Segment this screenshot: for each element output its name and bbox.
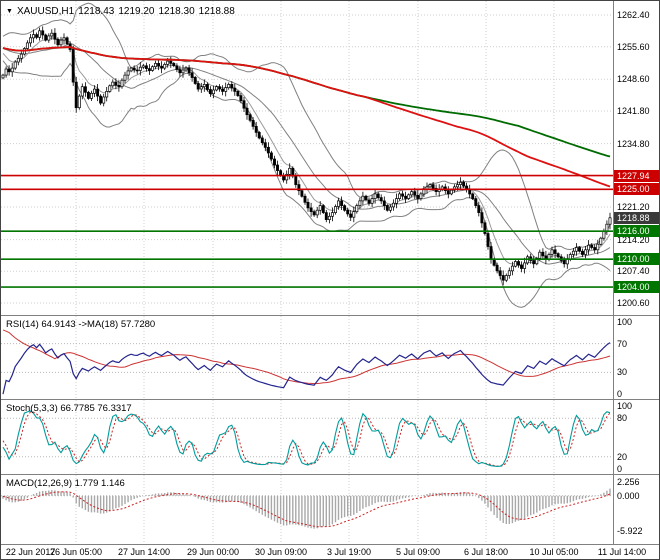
rsi-scale-label: 70	[617, 338, 628, 349]
price-tick-label: 1234.80	[617, 138, 650, 149]
rsi-scale-label: 30	[617, 367, 628, 378]
price-scale-axis[interactable]: 1262.40 1255.60 1248.60 1241.80 1234.80 1221.…	[613, 1, 659, 544]
price-line-badge[interactable]: 1218.88	[614, 211, 659, 224]
panel-separator[interactable]	[1, 399, 659, 400]
rsi-header: RSI(14) 64.9143 ->MA(18) 57.7280	[6, 319, 156, 330]
price-chart-plot[interactable]	[1, 1, 613, 316]
time-axis-label: 3 Jul 19:00	[326, 547, 371, 557]
time-axis-label: 29 Jun 00:00	[186, 547, 240, 557]
stoch-scale-label: 80	[617, 413, 628, 424]
price-tick-label: 1241.80	[617, 105, 650, 116]
panel-separator[interactable]	[1, 474, 659, 475]
time-axis[interactable]: 22 Jun 2017 26 Jun 05:00 27 Jun 14:00 29 Ju…	[1, 544, 659, 559]
stoch-plot[interactable]	[1, 400, 613, 475]
symbol-timeframe-label: XAUUSD,H1	[16, 6, 75, 17]
time-axis-label: 10 Jul 05:00	[529, 547, 579, 557]
panel-separator[interactable]	[1, 315, 659, 316]
time-axis-label: 6 Jul 18:00	[463, 547, 509, 557]
rsi-scale-label: 100	[617, 316, 633, 327]
price-tick-label: 1207.40	[617, 266, 650, 277]
macd-header: MACD(12,26,9) 1.779 1.146	[6, 478, 125, 489]
time-axis-label: 22 Jun 2017	[5, 547, 56, 557]
chart-title: ▼ XAUUSD,H1 1218.43 1219.20 1218.30 1218.88	[6, 6, 239, 17]
ohlc-low-value: 1218.30	[158, 6, 195, 17]
time-axis-label: 11 Jul 14:00	[597, 547, 647, 557]
price-tick-label: 1255.60	[617, 41, 650, 52]
price-tick-label: 1214.20	[617, 234, 650, 245]
stoch-scale-label: 0	[617, 464, 623, 475]
macd-scale-label: 2.256	[617, 477, 640, 488]
stoch-scale-label: 20	[617, 451, 628, 462]
price-tick-label: 1262.40	[617, 9, 650, 20]
macd-plot[interactable]	[1, 475, 613, 544]
ohlc-close-value: 1218.88	[198, 6, 235, 17]
rsi-scale-label: 0	[617, 389, 623, 400]
ohlc-open-value: 1218.43	[78, 6, 115, 17]
stoch-scale-label: 100	[617, 400, 633, 411]
macd-scale-label: -5.922	[617, 526, 643, 537]
rsi-plot[interactable]	[1, 316, 613, 400]
price-line-badge[interactable]: 1210.00	[614, 253, 659, 266]
stoch-header: Stoch(5,3,3) 66.7785 76.3317	[6, 403, 132, 414]
price-tick-label: 1200.60	[617, 297, 650, 308]
time-axis-label: 5 Jul 09:00	[395, 547, 441, 557]
time-axis-label: 30 Jun 09:00	[254, 547, 308, 557]
chart-dropdown-icon[interactable]: ▼	[6, 8, 13, 15]
price-line-badge[interactable]: 1216.00	[614, 225, 659, 238]
price-line-badge[interactable]: 1227.94	[614, 169, 659, 182]
time-axis-label: 26 Jun 05:00	[49, 547, 102, 557]
time-axis-label: 27 Jun 14:00	[117, 547, 171, 557]
ohlc-high-value: 1219.20	[118, 6, 155, 17]
macd-scale-label: 0.000	[617, 490, 640, 501]
price-tick-label: 1221.20	[617, 201, 650, 212]
price-line-badge[interactable]: 1225.00	[614, 183, 659, 196]
price-line-badge[interactable]: 1204.00	[614, 281, 659, 294]
price-tick-label: 1248.60	[617, 74, 650, 85]
